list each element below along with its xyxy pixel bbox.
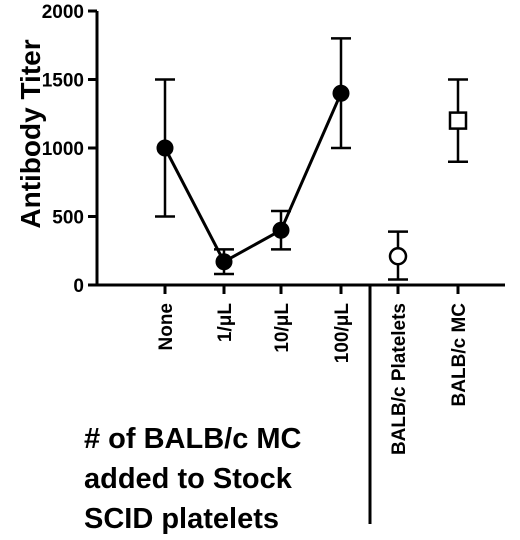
group-caption-line-1: # of BALB/c MC <box>84 423 302 455</box>
series-1-point-0 <box>388 246 408 266</box>
group-caption-line-3: SCID platelets <box>84 503 279 535</box>
y-axis-title: Antibody Titer <box>15 39 46 228</box>
series-2-point-0 <box>448 111 468 130</box>
x-category-label-1: 1/μL <box>215 303 236 342</box>
series-0-point-3 <box>332 84 350 102</box>
y-tick-label-0: 0 <box>73 276 84 297</box>
x-category-label-4: BALB/c Platelets <box>389 303 410 455</box>
y-tick-label-3: 1500 <box>42 71 84 92</box>
series-0-point-2 <box>272 221 290 239</box>
series-0-point-1 <box>215 253 233 271</box>
axes: 0 500 1000 1500 2000 None 1/μL 10/μL 100/μL BALB/… <box>42 2 505 524</box>
x-category-label-3: 100/μL <box>332 303 353 364</box>
labels: Antibody Titer # of BALB/c MC added to S… <box>15 39 302 535</box>
series-0-point-0 <box>156 139 174 157</box>
data-marks <box>155 37 468 281</box>
x-category-label-5: BALB/c MC <box>449 303 470 407</box>
x-category-label-2: 10/μL <box>272 303 293 353</box>
x-category-label-0: None <box>156 303 177 351</box>
group-caption-line-2: added to Stock <box>84 463 293 495</box>
y-tick-label-1: 500 <box>52 208 84 229</box>
series-0-line <box>163 92 343 264</box>
y-tick-label-4: 2000 <box>42 2 84 23</box>
y-tick-label-2: 1000 <box>42 139 84 160</box>
